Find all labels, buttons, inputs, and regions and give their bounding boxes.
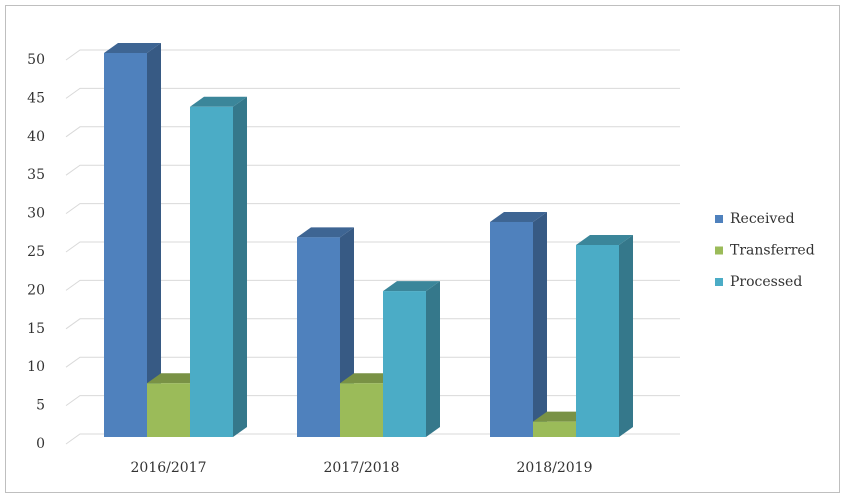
bar-top bbox=[104, 43, 161, 53]
y-tick-label: 50 bbox=[27, 52, 45, 68]
bar-top bbox=[297, 227, 354, 238]
y-tick-label: 15 bbox=[27, 321, 45, 337]
legend-label: Processed bbox=[730, 274, 802, 290]
legend-swatch bbox=[715, 278, 723, 286]
bar-front bbox=[340, 383, 383, 437]
y-tick-label: 30 bbox=[27, 206, 45, 222]
grid-line bbox=[65, 203, 680, 215]
bar-side bbox=[147, 43, 161, 437]
x-tick-label: 2016/2017 bbox=[131, 460, 207, 476]
bar-side bbox=[619, 235, 633, 437]
grid-line bbox=[65, 279, 680, 291]
grid-line bbox=[65, 433, 680, 445]
bar-top bbox=[490, 211, 547, 222]
bar-front bbox=[147, 383, 190, 437]
grid-line bbox=[65, 126, 680, 138]
y-tick-label: 0 bbox=[36, 436, 45, 452]
bar bbox=[576, 235, 633, 437]
bar-top bbox=[190, 96, 247, 107]
grid-line bbox=[65, 87, 680, 99]
bar-front bbox=[190, 106, 233, 437]
legend-label: Received bbox=[730, 211, 795, 227]
bar-side bbox=[533, 211, 547, 437]
bar-top bbox=[340, 373, 397, 384]
bar bbox=[490, 211, 547, 437]
legend-swatch bbox=[715, 246, 723, 255]
bar bbox=[104, 43, 161, 437]
y-tick-label: 5 bbox=[36, 398, 45, 414]
bar-top bbox=[383, 281, 440, 292]
bar bbox=[383, 281, 440, 437]
grid-line bbox=[65, 395, 680, 407]
y-tick-label: 10 bbox=[27, 359, 45, 375]
x-tick-label: 2018/2019 bbox=[517, 460, 593, 476]
bar-front bbox=[104, 53, 147, 437]
bar-side bbox=[233, 96, 247, 437]
grid-line bbox=[65, 49, 680, 61]
bar-top bbox=[533, 411, 590, 422]
grid-line bbox=[65, 356, 680, 368]
y-tick-label: 40 bbox=[27, 129, 45, 145]
bar-front bbox=[490, 221, 533, 437]
bar-front bbox=[533, 421, 576, 437]
y-tick-label: 45 bbox=[27, 90, 45, 106]
bar-top bbox=[147, 373, 204, 384]
grid-line bbox=[65, 318, 680, 330]
bar bbox=[190, 96, 247, 437]
bar-side bbox=[426, 281, 440, 437]
y-tick-label: 35 bbox=[27, 167, 45, 183]
bar-top bbox=[576, 235, 633, 245]
bar-front bbox=[576, 245, 619, 437]
bar-front bbox=[383, 291, 426, 437]
grid-line bbox=[65, 241, 680, 253]
legend-label: Transferred bbox=[730, 243, 815, 259]
x-tick-label: 2017/2018 bbox=[324, 460, 400, 476]
legend-swatch bbox=[715, 215, 723, 223]
y-tick-label: 25 bbox=[27, 244, 45, 260]
y-tick-label: 20 bbox=[27, 282, 45, 298]
grid-line bbox=[65, 164, 680, 176]
bar-front bbox=[297, 237, 340, 437]
